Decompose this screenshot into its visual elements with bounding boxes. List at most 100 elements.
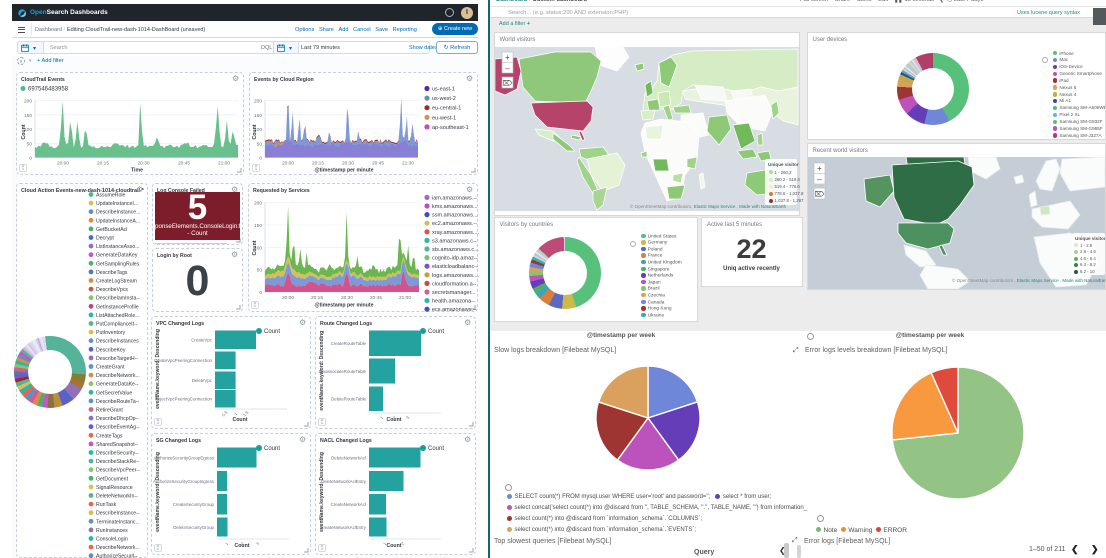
svg-text:DescribeInstances: DescribeInstances — [96, 339, 139, 345]
svg-text:DescribeVpcPeer--: DescribeVpcPeer-- — [96, 468, 140, 474]
svg-text:@timestamp per minute: @timestamp per minute — [315, 303, 374, 309]
svg-text:DeleteNetworkIn--: DeleteNetworkIn-- — [96, 494, 138, 500]
svg-text:Count: Count — [252, 124, 258, 139]
svg-text:us-west-2: us-west-2 — [432, 96, 456, 102]
svg-text:GetBucketAcl: GetBucketAcl — [96, 227, 127, 233]
svg-text:DescribeSecurity--: DescribeSecurity-- — [96, 451, 139, 457]
svg-text:–: – — [505, 64, 510, 73]
svg-text:Count: Count — [252, 240, 258, 255]
svg-text:200: 200 — [24, 99, 32, 105]
svg-text:20:15: 20:15 — [311, 295, 323, 301]
svg-text:AuthorizeSecurityGroupEgress: AuthorizeSecurityGroupEgress — [154, 455, 215, 460]
svg-text:GenerateDataKe--: GenerateDataKe-- — [96, 382, 139, 388]
svg-text:200: 200 — [254, 201, 262, 207]
svg-text:1.5: 1.5 — [242, 409, 250, 417]
svg-text:DescribeIamInsta--: DescribeIamInsta-- — [96, 296, 140, 302]
svg-text:Time: Time — [131, 168, 143, 174]
svg-text:Count: Count — [235, 543, 250, 549]
svg-text:20:00: 20:00 — [282, 295, 294, 301]
svg-text:3: 3 — [405, 415, 411, 421]
svg-text:DescribeInstance...: DescribeInstance... — [96, 210, 140, 216]
svg-text:2: 2 — [240, 541, 246, 547]
svg-text:697546483958: 697546483958 — [28, 87, 69, 93]
svg-text:RunInstances: RunInstances — [96, 528, 128, 534]
svg-text:cloudformation.a--: cloudformation.a-- — [432, 281, 476, 287]
svg-text:ListInstanceAsso...: ListInstanceAsso... — [96, 244, 140, 250]
svg-text:Count: Count — [233, 417, 248, 423]
svg-text:@timestamp per minute: @timestamp per minute — [315, 168, 374, 174]
svg-text:eventName.keyword: Descending: eventName.keyword: Descending — [155, 329, 161, 409]
svg-text:3: 3 — [255, 541, 261, 547]
svg-text:DeleteNetworkAcl: DeleteNetworkAcl — [331, 455, 366, 460]
svg-text:Count: Count — [428, 446, 444, 452]
svg-text:DescribeDhcpOp--: DescribeDhcpOp-- — [96, 416, 139, 422]
svg-text:sts.amazonaws.c...: sts.amazonaws.c... — [432, 247, 479, 253]
svg-text:DeleteSecurityGroup: DeleteSecurityGroup — [173, 525, 214, 530]
svg-text:cognito-idp.amaz--: cognito-idp.amaz-- — [432, 256, 478, 262]
svg-text:secretsmanager...: secretsmanager... — [432, 290, 476, 296]
svg-text:⌦: ⌦ — [503, 80, 513, 88]
svg-text:2: 2 — [392, 415, 398, 421]
svg-text:21:30: 21:30 — [402, 161, 414, 167]
svg-text:–: – — [817, 175, 822, 184]
svg-text:Unique visitors: Unique visitors — [768, 162, 799, 167]
svg-text:AuthorizeSecurityGroupIngress: AuthorizeSecurityGroupIngress — [153, 479, 215, 484]
svg-text:Count: Count — [387, 543, 402, 549]
svg-text:21:00: 21:00 — [399, 295, 411, 301]
svg-text:20:45: 20:45 — [178, 161, 190, 167]
svg-text:elasticloadbalanc--: elasticloadbalanc-- — [432, 264, 478, 270]
svg-text:RunTask: RunTask — [96, 502, 117, 508]
svg-text:0: 0 — [29, 156, 32, 162]
svg-text:s3.amazonaws.c--: s3.amazonaws.c-- — [432, 238, 477, 244]
svg-text:DeleteNetworkAclEntry: DeleteNetworkAclEntry — [321, 479, 367, 484]
svg-text:GenerateDataKey: GenerateDataKey — [96, 253, 138, 259]
svg-text:20:15: 20:15 — [312, 161, 324, 167]
svg-text:21:00: 21:00 — [218, 161, 230, 167]
svg-text:100: 100 — [254, 245, 262, 251]
svg-text:RetireGrant: RetireGrant — [96, 408, 123, 414]
svg-text:DeleteRouteTable: DeleteRouteTable — [331, 397, 366, 402]
svg-text:0: 0 — [259, 290, 262, 296]
svg-text:GetSamplingRules: GetSamplingRules — [96, 261, 140, 267]
svg-text:CreateLogStream: CreateLogStream — [96, 279, 137, 285]
svg-text:+: + — [817, 164, 822, 173]
svg-text:kms.amazonaws...: kms.amazonaws... — [432, 204, 478, 210]
svg-text:ecs.amazonaws.--: ecs.amazonaws.-- — [432, 307, 477, 313]
svg-text:DescribeEventAg--: DescribeEventAg-- — [96, 425, 140, 431]
svg-text:UpdateInstanceA...: UpdateInstanceA... — [96, 218, 140, 224]
svg-text:DisassociateRouteTable: DisassociateRouteTable — [319, 369, 367, 374]
svg-text:CreateNetworkAclEntry: CreateNetworkAclEntry — [320, 525, 366, 530]
svg-text:CreateSecurityGroup: CreateSecurityGroup — [173, 502, 215, 507]
svg-text:1: 1 — [233, 411, 239, 417]
svg-text:100: 100 — [254, 127, 262, 133]
svg-text:DescribeNetwork...: DescribeNetwork... — [96, 373, 140, 379]
svg-text:150: 150 — [254, 113, 262, 119]
svg-text:SignalResource: SignalResource — [96, 485, 133, 491]
svg-text:1: 1 — [224, 541, 230, 547]
svg-text:Count: Count — [428, 329, 444, 335]
svg-text:AssumeRole: AssumeRole — [96, 193, 126, 199]
svg-text:GetSecretValue: GetSecretValue — [96, 390, 132, 396]
svg-text:20:00: 20:00 — [282, 161, 294, 167]
svg-text:20:00: 20:00 — [57, 161, 69, 167]
svg-text:Decrypt: Decrypt — [96, 236, 114, 242]
svg-text:⌦: ⌦ — [814, 191, 824, 199]
svg-text:eventName.keyword: Descending: eventName.keyword: Descending — [155, 452, 161, 532]
svg-text:200: 200 — [254, 99, 262, 105]
svg-text:Count: Count — [264, 446, 280, 452]
svg-text:iam.amazonaws.--: iam.amazonaws.-- — [432, 195, 477, 201]
svg-text:eu-west-1: eu-west-1 — [432, 115, 456, 121]
svg-text:2: 2 — [400, 541, 406, 547]
svg-text:xray.amazonaws....: xray.amazonaws.... — [432, 230, 479, 236]
svg-text:0: 0 — [259, 156, 262, 162]
svg-text:CreateVpcPeeringConnection: CreateVpcPeeringConnection — [154, 358, 213, 363]
svg-text:PutInventory: PutInventory — [96, 330, 126, 336]
svg-text:1: 1 — [379, 415, 385, 421]
svg-text:+: + — [505, 53, 510, 62]
svg-text:DescribeNetwork...: DescribeNetwork... — [96, 545, 140, 551]
svg-text:20:15: 20:15 — [97, 161, 109, 167]
svg-text:ConsoleLogin: ConsoleLogin — [96, 537, 128, 543]
svg-text:GetInstanceProfile: GetInstanceProfile — [96, 304, 139, 310]
svg-text:eventName.keyword: Descending: eventName.keyword: Descending — [319, 452, 325, 532]
svg-text:50: 50 — [27, 141, 33, 147]
